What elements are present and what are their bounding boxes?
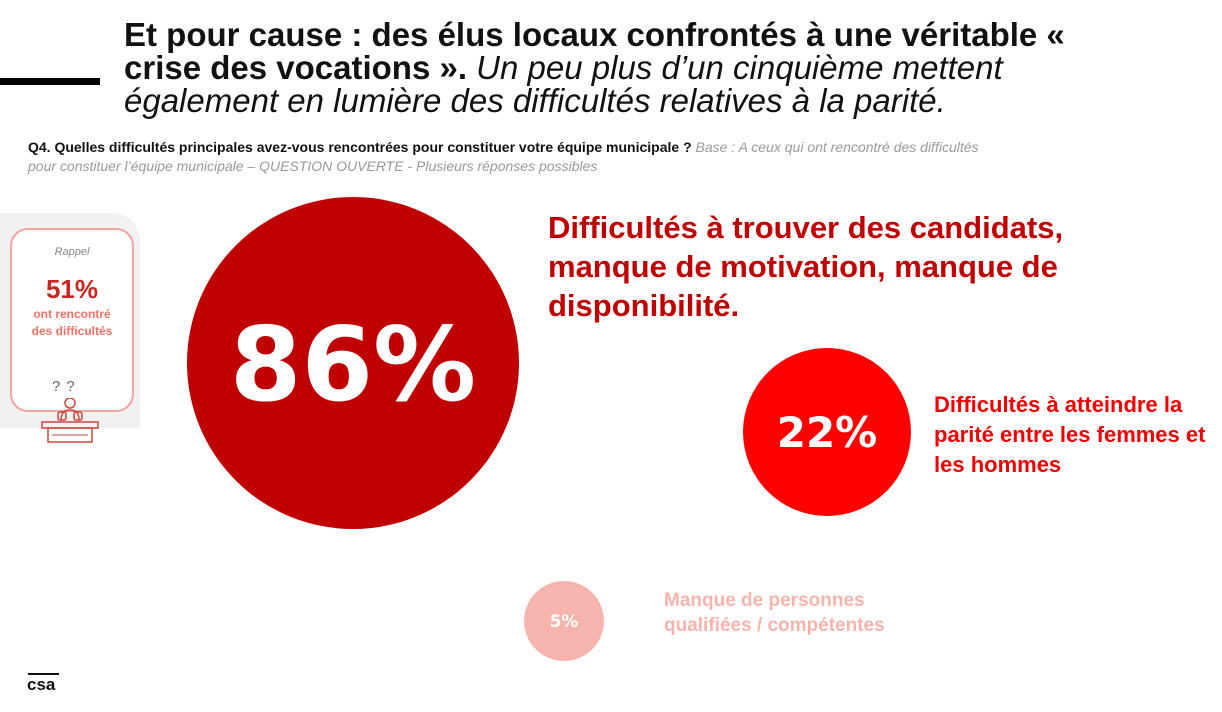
bubble-value-22: 22%: [777, 408, 878, 457]
rappel-percent: 51%: [45, 274, 99, 304]
rappel-label: Rappel: [54, 246, 90, 258]
podium-icon: [41, 398, 99, 443]
page-title: Et pour cause : des élus locaux confront…: [124, 18, 1124, 117]
bubble-5: [524, 581, 604, 661]
rappel-text: ont rencontré des difficultés: [31, 307, 113, 338]
label-5: Manque de personnes qualifiées / compéte…: [664, 590, 885, 636]
title-italic: Un peu plus d’un cinquième mettent égale…: [124, 49, 1003, 119]
bubble-86: [187, 197, 519, 529]
question-label: Q4. Quelles difficultés principales avez…: [28, 139, 692, 155]
question-base: Base : A ceux qui ont rencontré des diff…: [28, 139, 979, 174]
question-text: Q4. Quelles difficultés principales avez…: [28, 138, 988, 176]
question-marks: ??: [52, 378, 81, 395]
title-bold: Et pour cause : des élus locaux confront…: [124, 16, 1065, 86]
rappel-card: Rappel 51% ont rencontré des difficultés: [10, 228, 134, 412]
csa-logo: csa: [27, 673, 59, 694]
label-22: Difficultés à atteindre la parité entre …: [934, 392, 1206, 477]
bubble-22: [743, 348, 911, 516]
bubble-value-86: 86%: [230, 305, 476, 425]
label-86: Difficultés à trouver des candidats, man…: [548, 210, 1064, 323]
bubble-value-5: 5%: [550, 611, 579, 631]
logo-text: csa: [27, 675, 56, 694]
title-accent-bar: [0, 78, 100, 85]
